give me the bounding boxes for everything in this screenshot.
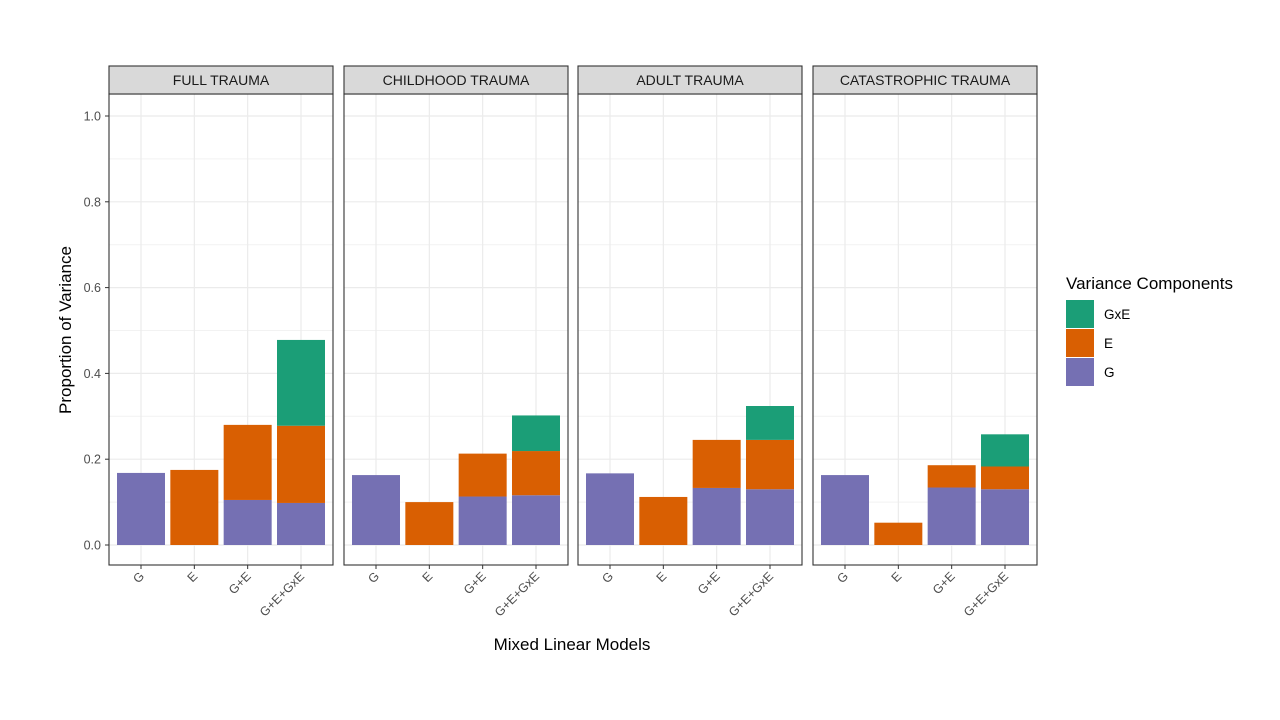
facet-strip: [343, 65, 569, 95]
x-tick-label: G+E: [695, 569, 723, 597]
x-tick-label: E: [420, 569, 436, 585]
bar-g-g: [821, 475, 869, 545]
bar-e-e: [170, 469, 219, 545]
bar-g-g-e: [458, 496, 507, 545]
bar-g-g-e: [927, 487, 976, 545]
x-tick-label: G+E+GxE: [257, 569, 307, 619]
y-tick-label: 0.8: [84, 195, 101, 209]
bar-g-g-e-gxe: [981, 489, 1029, 545]
bar-g-g: [586, 473, 634, 545]
bar-g-g-e-gxe: [277, 502, 325, 545]
bar-e-g-e-gxe: [512, 451, 560, 496]
x-tick-label: G: [834, 569, 851, 586]
panel-childhood-trauma: G E G+E G+E+GxE CHILDHOOD TRAUMA: [343, 65, 569, 619]
bar-e-g-e-gxe: [981, 466, 1029, 490]
panel-catastrophic-trauma: G E G+E G+E+GxE CATASTROPHIC TRAUMA: [812, 65, 1038, 619]
legend-label-gxe: GxE: [1104, 307, 1130, 322]
x-tick-label: G+E+GxE: [492, 569, 542, 619]
x-axis-title: Mixed Linear Models: [494, 635, 651, 654]
x-tick-label: G+E: [930, 569, 958, 597]
x-tick-label: G+E+GxE: [726, 569, 776, 619]
y-axis-title: Proportion of Variance: [56, 246, 75, 414]
facet-strip: [577, 65, 803, 95]
x-tick-label: G+E: [461, 569, 489, 597]
bar-e-e: [405, 502, 454, 545]
bar-g-g: [117, 472, 165, 545]
bar-gxe-g-e-gxe: [981, 434, 1029, 467]
legend-title: Variance Components: [1066, 274, 1233, 293]
bar-e-g-e: [223, 424, 272, 500]
bar-gxe-g-e-gxe: [512, 415, 560, 452]
bar-e-g-e-gxe: [277, 425, 325, 503]
facet-strip: [108, 65, 334, 95]
bar-e-g-e: [458, 453, 507, 497]
bar-e-e: [874, 522, 923, 545]
y-tick-label: 1.0: [84, 110, 101, 124]
facet-strip-label: CHILDHOOD TRAUMA: [383, 72, 530, 88]
legend: Variance Components GxE EG: [1066, 274, 1233, 386]
bar-g-g-e: [223, 499, 272, 545]
y-tick-label: 0.4: [84, 367, 101, 381]
panel-adult-trauma: G E G+E G+E+GxE ADULT TRAUMA: [577, 65, 803, 619]
x-tick-label: G: [365, 569, 382, 586]
bar-gxe-g-e-gxe: [277, 339, 325, 426]
bar-e-g-e: [927, 465, 976, 488]
facet-strip-label: CATASTROPHIC TRAUMA: [840, 72, 1011, 88]
legend-key-gxe: [1066, 300, 1094, 328]
facet-strip-label: FULL TRAUMA: [173, 72, 270, 88]
legend-label-g: G: [1104, 365, 1115, 380]
y-tick-label: 0.2: [84, 453, 101, 467]
legend-key-e: [1066, 329, 1094, 357]
bar-g-g-e: [692, 487, 741, 545]
bar-g-g-e-gxe: [512, 495, 560, 545]
facet-strip-label: ADULT TRAUMA: [636, 72, 744, 88]
bar-e-g-e-gxe: [746, 439, 794, 490]
x-tick-label: E: [654, 569, 670, 585]
x-tick-label: E: [185, 569, 201, 585]
legend-key-g: [1066, 358, 1094, 386]
bar-g-g: [352, 475, 400, 545]
bar-e-g-e: [692, 439, 741, 488]
panel-full-trauma: G E G+E G+E+GxE FULL TRAUMA: [108, 65, 334, 619]
x-tick-label: G: [130, 569, 147, 586]
y-tick-label: 0.6: [84, 281, 101, 295]
bar-g-g-e-gxe: [746, 489, 794, 545]
x-tick-label: G: [599, 569, 616, 586]
y-tick-label: 0.0: [84, 539, 101, 553]
x-tick-label: G+E: [226, 569, 254, 597]
x-tick-label: G+E+GxE: [961, 569, 1011, 619]
y-axis: 0.0 0.2 0.4 0.6 0.8 1.0: [84, 110, 109, 553]
bar-e-e: [639, 496, 688, 545]
legend-label-e: E: [1104, 336, 1113, 351]
x-tick-label: E: [889, 569, 905, 585]
facet-strip: [812, 65, 1038, 95]
bar-gxe-g-e-gxe: [746, 406, 794, 440]
